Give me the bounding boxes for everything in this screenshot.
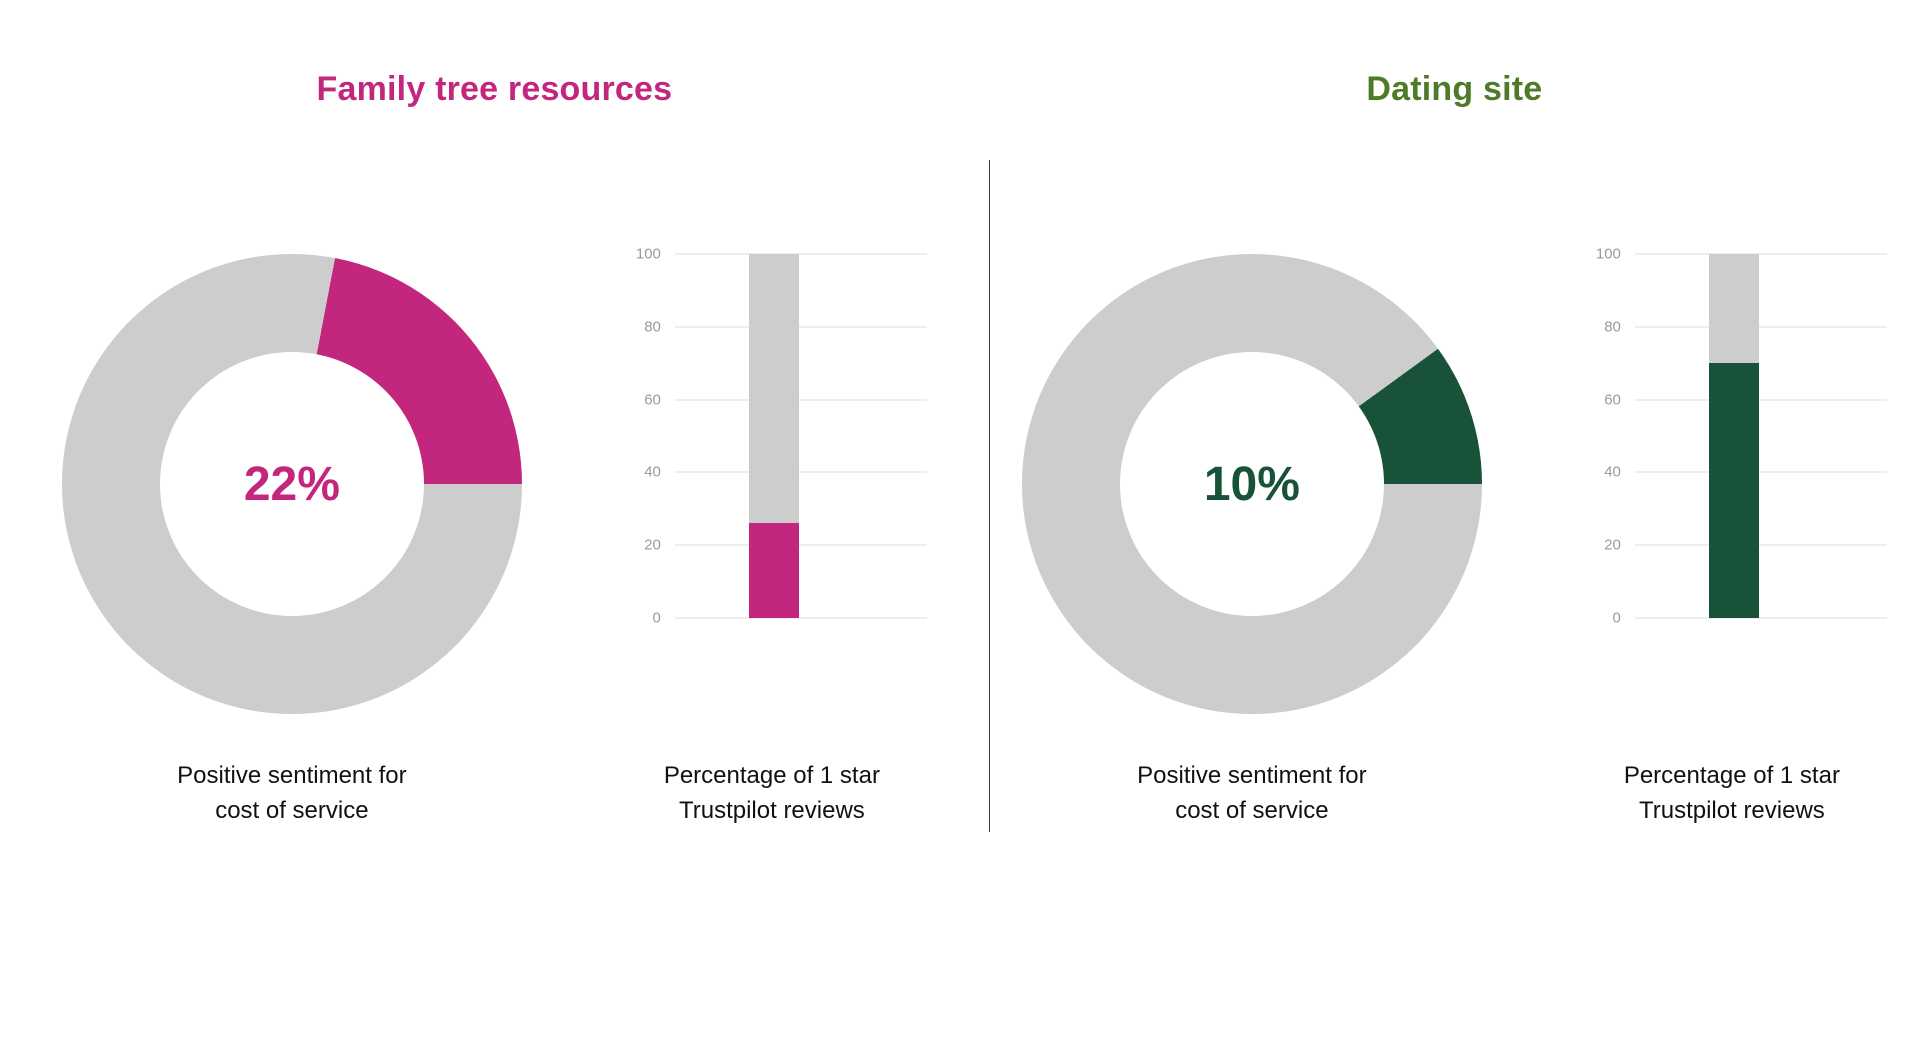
- donut-caption: Positive sentiment for cost of service: [1137, 759, 1366, 829]
- y-axis-tick-label: 100: [1595, 245, 1621, 263]
- gridline: [1634, 617, 1887, 619]
- y-axis-tick-label: 40: [644, 463, 661, 481]
- panel-divider: [988, 160, 991, 832]
- donut-center-value: 22%: [243, 457, 340, 511]
- gridline: [1634, 544, 1887, 546]
- gridline: [674, 544, 927, 546]
- gridline: [674, 471, 927, 473]
- chart-box: 10%: [1021, 254, 1482, 759]
- donut-chart: 10%: [1021, 254, 1482, 714]
- donut-chart: 22%: [61, 254, 522, 714]
- donut-hole: 22%: [159, 352, 424, 616]
- panel-dating-site: Dating site 10% Positive sentiment for c…: [989, 0, 1920, 1040]
- caption-line: cost of service: [215, 796, 369, 824]
- gridline: [1634, 471, 1887, 473]
- y-axis-tick-label: 80: [1604, 318, 1621, 336]
- caption-line: Positive sentiment for: [177, 762, 407, 789]
- bar-chart: 0 20 40 60 80 100: [617, 246, 927, 627]
- y-axis-tick-label: 80: [644, 318, 661, 336]
- chart-box: 22%: [61, 254, 522, 759]
- gridline: [674, 326, 927, 328]
- charts-row: 10% Positive sentiment for cost of servi…: [1021, 246, 1887, 829]
- bar-caption: Percentage of 1 star Trustpilot reviews: [664, 759, 880, 829]
- caption-line: Percentage of 1 star: [1623, 762, 1840, 789]
- y-axis-tick-label: 60: [644, 391, 661, 409]
- panel-title: Family tree resources: [316, 70, 673, 108]
- caption-line: Positive sentiment for: [1137, 762, 1367, 789]
- panel-title: Dating site: [1366, 70, 1543, 108]
- donut-chart-group: 22% Positive sentiment for cost of servi…: [61, 254, 522, 829]
- bar-chart-group: 0 20 40 60 80 100 Percentage of 1 star Trustp…: [617, 246, 927, 829]
- caption-line: cost of service: [1175, 796, 1329, 824]
- chart-box: 0 20 40 60 80 100: [1577, 246, 1887, 759]
- y-axis-tick-label: 100: [635, 245, 661, 263]
- y-axis-tick-label: 20: [644, 536, 661, 554]
- chart-box: 0 20 40 60 80 100: [617, 246, 927, 759]
- donut-center-value: 10%: [1203, 457, 1300, 511]
- bar-caption: Percentage of 1 star Trustpilot reviews: [1624, 759, 1840, 829]
- donut-caption: Positive sentiment for cost of service: [177, 759, 406, 829]
- caption-line: Trustpilot reviews: [1638, 796, 1825, 824]
- caption-line: Trustpilot reviews: [678, 796, 865, 824]
- caption-line: Percentage of 1 star: [663, 762, 880, 789]
- bar-fill: [1708, 363, 1759, 618]
- donut-chart-group: 10% Positive sentiment for cost of servi…: [1021, 254, 1482, 829]
- gridline: [1634, 399, 1887, 401]
- y-axis-tick-label: 0: [1612, 609, 1621, 627]
- gridline: [674, 253, 927, 255]
- donut-hole: 10%: [1119, 352, 1384, 616]
- y-axis-tick-label: 20: [1604, 536, 1621, 554]
- charts-row: 22% Positive sentiment for cost of servi…: [61, 246, 927, 829]
- y-axis-tick-label: 0: [652, 609, 661, 627]
- gridline: [1634, 253, 1887, 255]
- gridline: [674, 399, 927, 401]
- y-axis-tick-label: 60: [1604, 391, 1621, 409]
- gridline: [1634, 326, 1887, 328]
- bar-chart: 0 20 40 60 80 100: [1577, 246, 1887, 627]
- gridline: [674, 617, 927, 619]
- panel-family-tree-resources: Family tree resources 22% Positive senti…: [61, 70, 927, 829]
- bar-fill: [748, 523, 799, 618]
- y-axis-tick-label: 40: [1604, 463, 1621, 481]
- bar-chart-group: 0 20 40 60 80 100 Percentage of 1 star Trustp…: [1577, 246, 1887, 829]
